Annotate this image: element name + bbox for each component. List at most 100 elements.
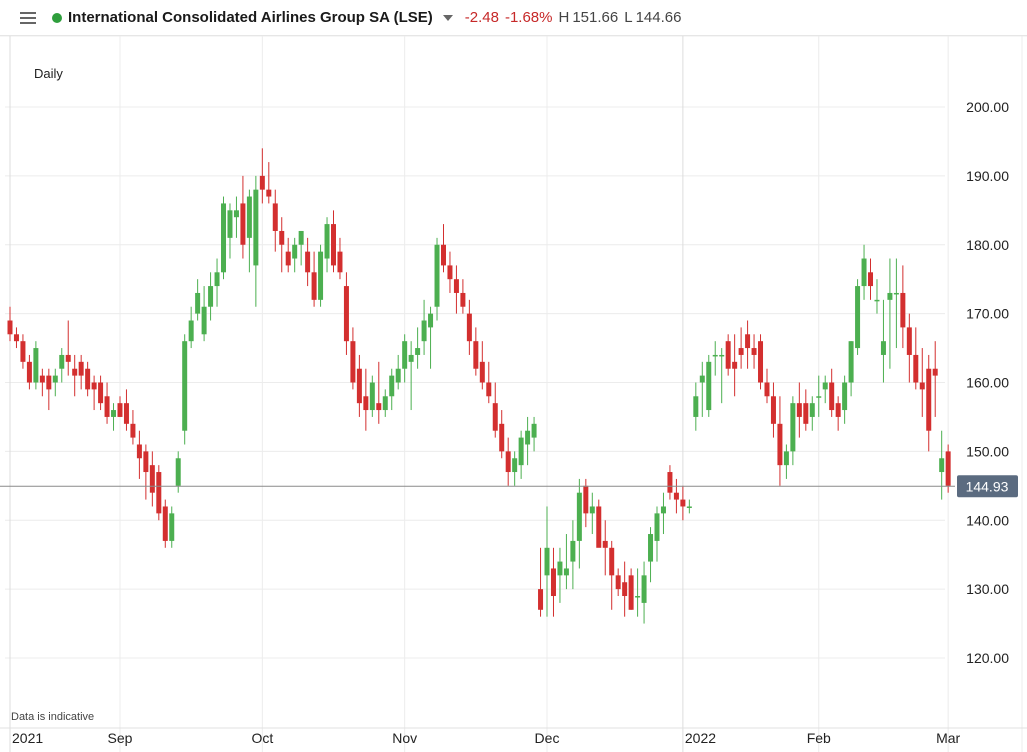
candle-body <box>402 341 408 369</box>
candle <box>589 492 595 535</box>
candle-body <box>195 292 201 314</box>
candle-body <box>667 472 673 493</box>
candle-body <box>434 244 440 307</box>
chevron-down-icon[interactable] <box>442 14 453 21</box>
candle <box>686 499 692 514</box>
hamburger-menu-icon[interactable] <box>20 11 36 24</box>
candle <box>550 547 556 617</box>
candle <box>486 361 492 404</box>
y-tick-label: 180.00 <box>966 237 1009 253</box>
candle-body <box>408 354 414 362</box>
candle-body <box>861 258 867 287</box>
candle <box>331 210 336 273</box>
candle <box>538 547 544 617</box>
candle-body <box>240 203 246 245</box>
candle-body <box>298 230 304 245</box>
candle-body <box>880 341 886 355</box>
candle <box>842 375 848 424</box>
candle-body <box>686 506 692 508</box>
candle-body <box>725 341 731 369</box>
candle-body <box>39 375 45 383</box>
candle <box>389 368 395 411</box>
candle-body <box>615 575 621 590</box>
x-tick-label: Mar <box>936 730 960 746</box>
candle <box>7 306 13 342</box>
candle-body <box>395 368 401 383</box>
candle <box>395 354 401 390</box>
candle-body <box>680 499 686 507</box>
candle <box>602 520 608 576</box>
candle <box>615 568 621 597</box>
candle-body <box>26 361 32 383</box>
candle-body <box>188 320 194 342</box>
candle <box>421 299 427 355</box>
candle <box>667 465 673 500</box>
candle-body <box>505 451 511 473</box>
candle-body <box>939 458 945 473</box>
y-tick-label: 140.00 <box>966 512 1009 528</box>
candle-body <box>531 423 537 438</box>
candle <box>829 368 835 417</box>
high-value: 151.66 <box>572 9 619 26</box>
candle <box>78 354 84 390</box>
candle-body <box>13 334 19 342</box>
candle-body <box>673 492 679 500</box>
candle <box>822 375 828 404</box>
candle-body <box>660 506 666 514</box>
candle-body <box>919 382 925 390</box>
candle-body <box>492 403 498 431</box>
candle <box>272 189 278 252</box>
candle-body <box>20 341 26 362</box>
candle <box>622 561 628 617</box>
candle-body <box>324 224 330 259</box>
candle <box>98 375 104 411</box>
candle-body <box>777 423 783 466</box>
low-value: 144.66 <box>635 9 682 26</box>
candle <box>292 237 298 273</box>
candle-body <box>932 368 938 376</box>
y-tick-label: 170.00 <box>966 306 1009 322</box>
candle <box>104 382 110 424</box>
candlestick-chart[interactable]: 120.00 130.00 140.00 150.00 160.00 170.00 180.… <box>0 36 1027 752</box>
candle-body <box>576 492 582 541</box>
candle <box>945 444 951 493</box>
candle <box>208 272 214 321</box>
candle <box>699 361 705 417</box>
candle <box>648 527 654 583</box>
candle-body <box>292 244 298 259</box>
candle <box>738 327 744 369</box>
candle-body <box>764 382 770 397</box>
candle-body <box>104 396 110 417</box>
candle <box>492 382 498 438</box>
candle <box>447 251 453 293</box>
candle-body <box>350 341 356 383</box>
candle <box>111 403 117 431</box>
candle <box>246 189 252 273</box>
candle-body <box>233 210 239 218</box>
candle <box>719 348 725 404</box>
candle-body <box>641 575 647 603</box>
candle <box>855 279 861 355</box>
candle <box>596 499 602 548</box>
y-tick-label: 130.00 <box>966 581 1009 597</box>
chart-header: International Consolidated Airlines Grou… <box>0 0 1027 36</box>
candle <box>318 244 324 307</box>
candle <box>59 348 65 383</box>
candle <box>835 396 841 431</box>
candle-body <box>376 403 382 411</box>
candle-body <box>790 403 796 452</box>
x-tick-label: Oct <box>251 730 273 746</box>
candle-body <box>111 410 117 417</box>
price-axis: 120.00 130.00 140.00 150.00 160.00 170.00 180.… <box>966 99 1009 666</box>
candle <box>298 230 304 266</box>
candle-body <box>712 354 718 357</box>
candle-body <box>945 451 951 486</box>
candle-body <box>628 575 634 610</box>
y-tick-label: 200.00 <box>966 99 1009 115</box>
time-axis: 2021 Sep Oct Nov Dec 2022 Feb Mar <box>12 730 961 746</box>
candle-body <box>499 423 505 452</box>
y-tick-label: 120.00 <box>966 650 1009 666</box>
candle-body <box>421 320 427 342</box>
candle-body <box>65 354 71 362</box>
candle <box>868 258 874 300</box>
